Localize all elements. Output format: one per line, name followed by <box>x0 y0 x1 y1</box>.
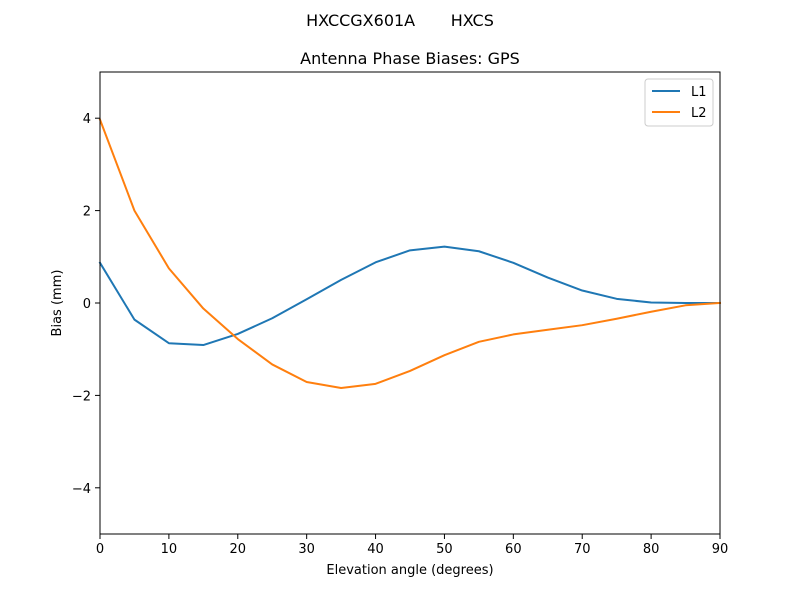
x-axis-ticks: 0 10 20 30 40 50 60 70 80 90 <box>96 534 728 557</box>
x-axis-label: Elevation angle (degrees) <box>326 563 493 578</box>
y-tick-label: 0 <box>83 297 91 312</box>
y-tick-label: 4 <box>83 112 91 127</box>
plot-lines <box>98 118 722 390</box>
series-line-l1 <box>98 245 721 347</box>
x-tick-label: 70 <box>574 542 591 557</box>
y-axis-ticks: −4 −2 0 2 4 <box>72 112 100 497</box>
y-tick-label: 2 <box>83 205 91 220</box>
x-tick-label: 40 <box>367 542 384 557</box>
chart-title: Antenna Phase Biases: GPS <box>300 49 520 68</box>
y-axis-label: Bias (mm) <box>50 270 65 337</box>
y-tick-label: −2 <box>72 389 91 404</box>
y-tick-label: −4 <box>72 482 91 497</box>
figure-suptitle: HXCCGX601A HXCS <box>306 11 494 30</box>
legend-label-l2: L2 <box>691 106 707 121</box>
x-tick-label: 30 <box>298 542 315 557</box>
x-tick-label: 0 <box>96 542 104 557</box>
x-tick-label: 50 <box>436 542 453 557</box>
series-line-l2 <box>98 118 722 390</box>
x-tick-label: 90 <box>712 542 729 557</box>
x-tick-label: 60 <box>505 542 522 557</box>
x-tick-label: 80 <box>643 542 660 557</box>
x-tick-label: 20 <box>230 542 247 557</box>
legend-label-l1: L1 <box>691 85 707 100</box>
x-tick-label: 10 <box>161 542 178 557</box>
